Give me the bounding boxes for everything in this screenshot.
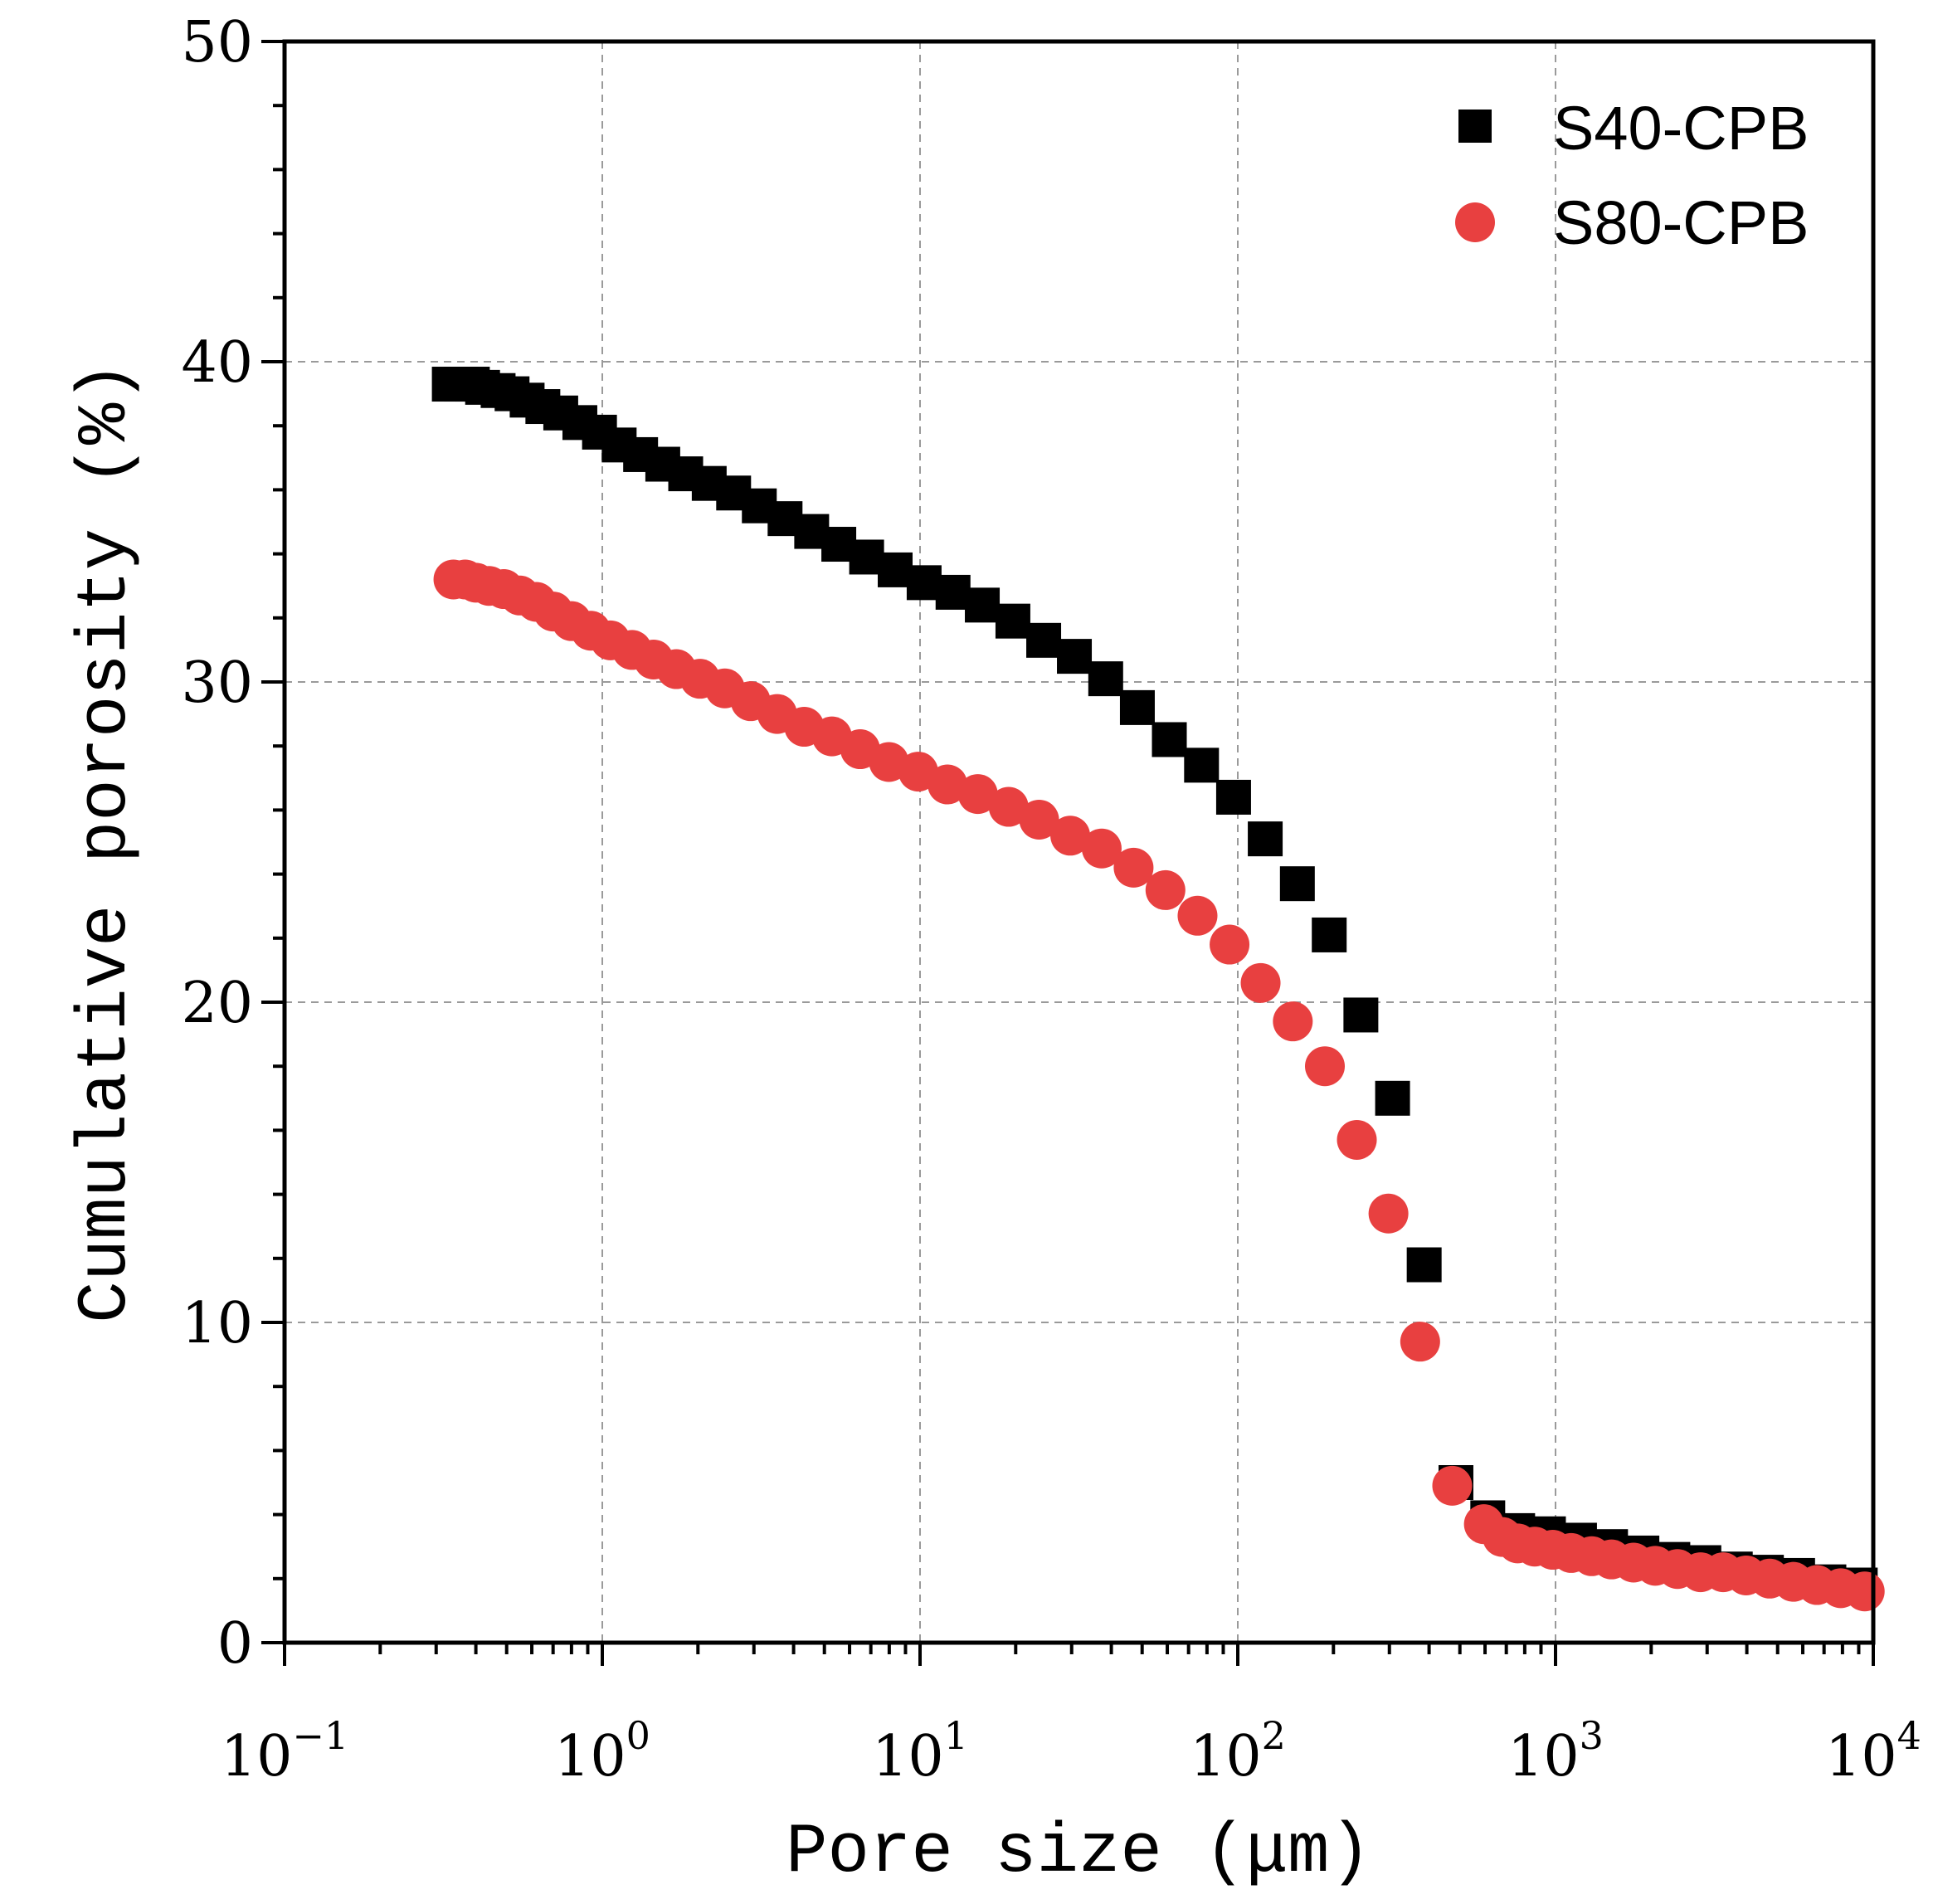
s80-data-point bbox=[957, 774, 998, 815]
y-tick-label: 20 bbox=[181, 971, 253, 1036]
s40-data-point bbox=[1248, 821, 1283, 857]
s40-data-point bbox=[1215, 779, 1251, 815]
s40-data-point bbox=[935, 574, 971, 610]
s40-data-point bbox=[1088, 661, 1123, 697]
s40-data-point bbox=[1057, 639, 1093, 674]
x-tick-label-exponent: 2 bbox=[1262, 1713, 1286, 1758]
x-axis-title: Pore size (μm) bbox=[786, 1814, 1371, 1892]
s40-data-point bbox=[995, 603, 1030, 639]
s80-data-point bbox=[1113, 847, 1154, 888]
s80-data-point bbox=[1019, 799, 1059, 840]
s80-data-point bbox=[1368, 1193, 1409, 1234]
s80-data-point bbox=[1177, 895, 1218, 936]
y-tick-label: 10 bbox=[181, 1291, 253, 1356]
x-tick-label: 102 bbox=[1190, 1713, 1286, 1790]
x-tick-label-base: 10 bbox=[872, 1724, 944, 1790]
s80-data-point bbox=[1240, 962, 1281, 1003]
s80-data-point bbox=[988, 786, 1029, 827]
s80-data-point bbox=[1081, 828, 1122, 869]
x-tick-label: 100 bbox=[554, 1713, 650, 1790]
s40-data-point bbox=[1026, 622, 1062, 658]
y-tick-label: 40 bbox=[181, 330, 253, 396]
x-tick-label-exponent: 0 bbox=[626, 1713, 650, 1758]
s80-data-point bbox=[1844, 1571, 1885, 1612]
s80-data-point bbox=[1050, 816, 1091, 856]
s80-data-point bbox=[1273, 1001, 1313, 1042]
s40-data-point bbox=[1406, 1247, 1442, 1283]
x-tick-label: 101 bbox=[872, 1713, 968, 1790]
s80-data-point bbox=[1337, 1119, 1377, 1160]
x-tick-label-base: 10 bbox=[1825, 1724, 1897, 1790]
series-s40-cpb bbox=[431, 367, 1878, 1603]
x-tick-label-exponent: 3 bbox=[1580, 1713, 1604, 1758]
s40-data-point bbox=[1279, 866, 1315, 902]
s80-data-point bbox=[1400, 1322, 1440, 1362]
x-tick-label-exponent: −1 bbox=[292, 1713, 348, 1758]
y-tick-label: 0 bbox=[217, 1611, 253, 1677]
x-tick-label-base: 10 bbox=[554, 1724, 626, 1790]
s40-data-point bbox=[1312, 917, 1347, 952]
x-tick-label: 103 bbox=[1507, 1713, 1604, 1790]
grid-lines bbox=[285, 41, 1873, 1643]
s80-data-point bbox=[1210, 924, 1250, 965]
x-tick-label-exponent: 1 bbox=[944, 1713, 968, 1758]
y-tick-label: 50 bbox=[181, 10, 253, 75]
plot-frame bbox=[282, 39, 1876, 1645]
legend-label-s80: S80-CPB bbox=[1553, 188, 1809, 257]
x-tick-label: 10−1 bbox=[221, 1713, 348, 1790]
s40-data-point bbox=[1375, 1080, 1410, 1116]
legend: S40-CPB S80-CPB bbox=[1455, 94, 1809, 257]
s80-data-point bbox=[928, 764, 968, 805]
x-tick-label-exponent: 4 bbox=[1897, 1713, 1921, 1758]
s40-data-point bbox=[1152, 722, 1187, 757]
legend-marker-s40 bbox=[1458, 110, 1492, 143]
legend-label-s40: S40-CPB bbox=[1553, 94, 1809, 163]
s40-data-point bbox=[1119, 689, 1155, 725]
x-tick-label-base: 10 bbox=[1190, 1724, 1262, 1790]
s40-data-point bbox=[965, 587, 1001, 623]
s80-data-point bbox=[1145, 869, 1186, 910]
s40-data-point bbox=[1184, 747, 1220, 783]
x-tick-label: 104 bbox=[1825, 1713, 1921, 1790]
y-tick-label: 30 bbox=[181, 650, 253, 716]
y-axis-title: Cumulative porosity (%) bbox=[67, 361, 146, 1322]
s80-data-point bbox=[1305, 1046, 1346, 1087]
x-tick-label-base: 10 bbox=[221, 1724, 293, 1790]
legend-marker-s80 bbox=[1455, 202, 1495, 242]
series-s80-cpb bbox=[433, 559, 1885, 1612]
s80-data-point bbox=[1432, 1465, 1473, 1506]
s40-data-point bbox=[1343, 997, 1379, 1033]
x-tick-label-base: 10 bbox=[1507, 1724, 1580, 1790]
